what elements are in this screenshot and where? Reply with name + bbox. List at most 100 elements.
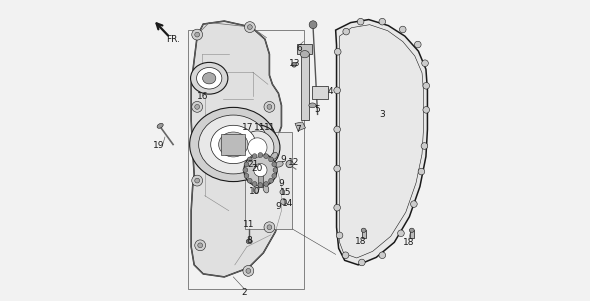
Text: 11: 11	[254, 123, 266, 132]
Ellipse shape	[243, 168, 248, 172]
Ellipse shape	[254, 185, 259, 193]
Bar	[221, 134, 245, 155]
Bar	[258, 170, 263, 187]
Ellipse shape	[421, 143, 428, 149]
Ellipse shape	[300, 51, 309, 58]
Ellipse shape	[309, 21, 317, 29]
Text: 4: 4	[327, 87, 333, 96]
Bar	[188, 30, 304, 289]
Ellipse shape	[241, 131, 274, 164]
Ellipse shape	[336, 232, 343, 239]
Ellipse shape	[409, 228, 414, 232]
Text: 15: 15	[280, 188, 291, 197]
Ellipse shape	[191, 62, 228, 94]
Ellipse shape	[268, 157, 273, 162]
Ellipse shape	[245, 150, 252, 158]
Polygon shape	[336, 20, 427, 265]
Ellipse shape	[248, 138, 267, 157]
Ellipse shape	[259, 146, 264, 155]
Ellipse shape	[273, 168, 278, 172]
Ellipse shape	[342, 252, 349, 259]
Ellipse shape	[334, 87, 340, 94]
Ellipse shape	[246, 268, 251, 273]
Ellipse shape	[211, 125, 256, 164]
Bar	[301, 54, 309, 120]
Text: 14: 14	[282, 199, 293, 208]
Text: 7: 7	[295, 125, 301, 134]
Text: 9: 9	[276, 202, 281, 211]
Bar	[245, 132, 292, 229]
Ellipse shape	[267, 104, 272, 109]
Ellipse shape	[264, 222, 275, 233]
Ellipse shape	[192, 175, 202, 186]
Ellipse shape	[247, 157, 252, 162]
Ellipse shape	[198, 243, 202, 248]
Ellipse shape	[309, 103, 316, 108]
Ellipse shape	[243, 265, 254, 276]
Ellipse shape	[343, 28, 349, 35]
Ellipse shape	[246, 239, 253, 244]
Ellipse shape	[244, 173, 249, 178]
Text: 21: 21	[247, 160, 258, 169]
Ellipse shape	[359, 259, 365, 266]
Ellipse shape	[195, 240, 205, 251]
Ellipse shape	[358, 18, 364, 25]
Ellipse shape	[247, 25, 253, 29]
Ellipse shape	[264, 101, 275, 112]
Bar	[409, 230, 414, 238]
Ellipse shape	[252, 182, 257, 186]
Ellipse shape	[199, 115, 268, 174]
Bar	[297, 44, 312, 54]
Text: 20: 20	[252, 164, 263, 173]
Text: 19: 19	[153, 141, 165, 150]
Ellipse shape	[281, 199, 287, 205]
Ellipse shape	[258, 153, 263, 157]
Ellipse shape	[398, 230, 404, 237]
Ellipse shape	[254, 163, 267, 177]
Text: 6: 6	[297, 44, 303, 53]
Text: FR.: FR.	[166, 35, 180, 44]
Ellipse shape	[399, 26, 406, 33]
Text: 17: 17	[242, 123, 254, 132]
Ellipse shape	[411, 201, 417, 207]
Ellipse shape	[361, 228, 366, 232]
Bar	[312, 86, 328, 99]
Text: 8: 8	[247, 236, 252, 245]
Ellipse shape	[334, 126, 340, 133]
Text: 11: 11	[264, 123, 275, 132]
Text: 3: 3	[379, 110, 385, 119]
Ellipse shape	[196, 67, 222, 89]
Ellipse shape	[258, 183, 263, 188]
Text: 5: 5	[314, 105, 320, 114]
Ellipse shape	[270, 153, 277, 160]
Ellipse shape	[264, 154, 268, 159]
Ellipse shape	[244, 154, 277, 187]
Text: 18: 18	[403, 238, 415, 247]
Ellipse shape	[415, 41, 421, 48]
Text: 9: 9	[280, 155, 286, 164]
Ellipse shape	[264, 182, 268, 186]
Ellipse shape	[244, 162, 249, 167]
Ellipse shape	[192, 29, 202, 40]
Ellipse shape	[422, 60, 428, 67]
Ellipse shape	[235, 125, 280, 170]
Text: 10: 10	[248, 187, 260, 196]
Ellipse shape	[379, 18, 386, 25]
Ellipse shape	[189, 107, 277, 182]
Text: 9: 9	[278, 179, 284, 188]
Ellipse shape	[247, 178, 252, 183]
Text: 2: 2	[241, 288, 247, 297]
Ellipse shape	[252, 154, 257, 159]
Ellipse shape	[272, 173, 277, 178]
Ellipse shape	[334, 165, 340, 172]
Ellipse shape	[291, 62, 297, 67]
Polygon shape	[295, 122, 306, 131]
Ellipse shape	[202, 73, 216, 84]
Ellipse shape	[195, 32, 199, 37]
Ellipse shape	[263, 185, 269, 193]
Ellipse shape	[275, 161, 283, 167]
Ellipse shape	[195, 178, 199, 183]
Ellipse shape	[335, 48, 341, 55]
Text: 12: 12	[288, 158, 299, 167]
Bar	[362, 230, 366, 238]
